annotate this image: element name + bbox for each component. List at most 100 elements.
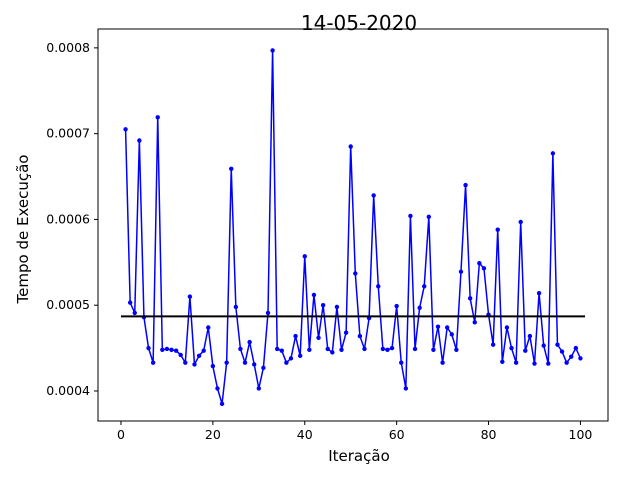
data-point	[334, 304, 340, 310]
series-line	[124, 49, 582, 405]
plot-frame	[97, 28, 609, 422]
data-point	[435, 324, 441, 329]
data-point	[417, 305, 422, 310]
plot-area	[120, 48, 586, 407]
y-tick-label: 0.0004	[46, 383, 90, 398]
data-point	[155, 115, 160, 120]
data-point	[559, 349, 565, 354]
data-point	[550, 151, 556, 156]
data-point	[523, 348, 528, 353]
data-point	[233, 304, 239, 310]
data-point	[408, 213, 413, 219]
data-point	[302, 254, 307, 259]
data-point	[288, 356, 294, 361]
data-point	[242, 360, 248, 365]
data-point	[412, 346, 418, 352]
data-point	[201, 348, 206, 353]
data-point	[573, 345, 579, 351]
data-point	[481, 266, 487, 271]
x-tick-label: 40	[297, 427, 313, 442]
data-point	[513, 360, 519, 365]
data-point	[164, 346, 170, 352]
data-point	[422, 284, 427, 289]
data-point	[532, 361, 537, 366]
data-point	[564, 360, 569, 365]
y-tick-label: 0.0008	[46, 40, 90, 55]
data-point	[252, 362, 257, 367]
data-point	[215, 386, 220, 391]
data-point	[394, 303, 399, 309]
data-point	[546, 361, 551, 366]
data-point	[362, 346, 367, 352]
y-tick-label: 0.0006	[46, 211, 90, 226]
data-point	[132, 310, 137, 316]
y-tick-label: 0.0005	[46, 297, 90, 312]
data-point	[477, 260, 482, 266]
data-point	[229, 166, 234, 172]
data-point	[569, 354, 574, 359]
data-point	[500, 359, 505, 365]
data-point	[454, 347, 459, 353]
data-point	[463, 182, 468, 188]
data-point	[150, 360, 156, 365]
data-point	[293, 333, 298, 339]
y-axis: 0.0004 0.0005 0.0006 0.0007 0.0008	[46, 40, 98, 398]
chart-title: 14-05-2020	[301, 11, 417, 35]
data-point	[504, 325, 510, 330]
data-point	[440, 360, 445, 365]
x-axis: 0 20 40 60 80 100	[117, 421, 592, 442]
data-point	[555, 342, 560, 347]
data-point	[467, 296, 473, 301]
data-point	[307, 347, 312, 353]
data-point	[371, 193, 376, 198]
data-point	[284, 360, 289, 365]
data-point	[247, 339, 252, 345]
data-point	[509, 345, 514, 351]
x-tick-label: 20	[205, 427, 221, 442]
data-point	[279, 348, 284, 353]
data-point	[160, 347, 165, 353]
data-point	[196, 353, 202, 359]
data-point	[399, 360, 404, 365]
data-point	[578, 356, 583, 361]
data-point	[426, 214, 432, 220]
data-point	[325, 346, 330, 352]
data-point	[192, 362, 197, 367]
data-point	[357, 333, 363, 339]
data-point	[458, 269, 464, 274]
data-point	[353, 271, 358, 276]
data-point	[297, 353, 303, 359]
data-point	[449, 332, 454, 337]
data-point	[261, 365, 266, 371]
data-point	[403, 386, 409, 391]
x-tick-label: 60	[389, 427, 405, 442]
data-point	[316, 335, 321, 340]
x-axis-label: Iteração	[328, 447, 390, 465]
data-point	[123, 127, 128, 132]
data-point	[527, 333, 533, 339]
data-point	[146, 345, 151, 351]
data-point	[385, 347, 390, 353]
data-point	[187, 294, 193, 299]
data-point	[444, 325, 450, 330]
data-point	[256, 386, 262, 391]
data-point	[348, 144, 353, 149]
data-point	[431, 347, 436, 353]
y-axis-label: Tempo de Execução	[14, 155, 32, 305]
data-point	[173, 348, 179, 353]
data-point	[206, 325, 211, 330]
data-point	[495, 227, 500, 232]
x-tick-label: 0	[117, 427, 125, 442]
data-point	[183, 360, 188, 365]
data-point	[274, 346, 280, 352]
y-tick-label: 0.0007	[46, 126, 90, 141]
data-point	[224, 360, 229, 365]
data-point	[178, 352, 183, 358]
data-point	[380, 346, 386, 352]
data-point	[339, 347, 344, 353]
data-point	[490, 342, 496, 347]
data-point	[169, 347, 174, 353]
data-point	[330, 350, 335, 355]
data-point	[311, 292, 317, 298]
